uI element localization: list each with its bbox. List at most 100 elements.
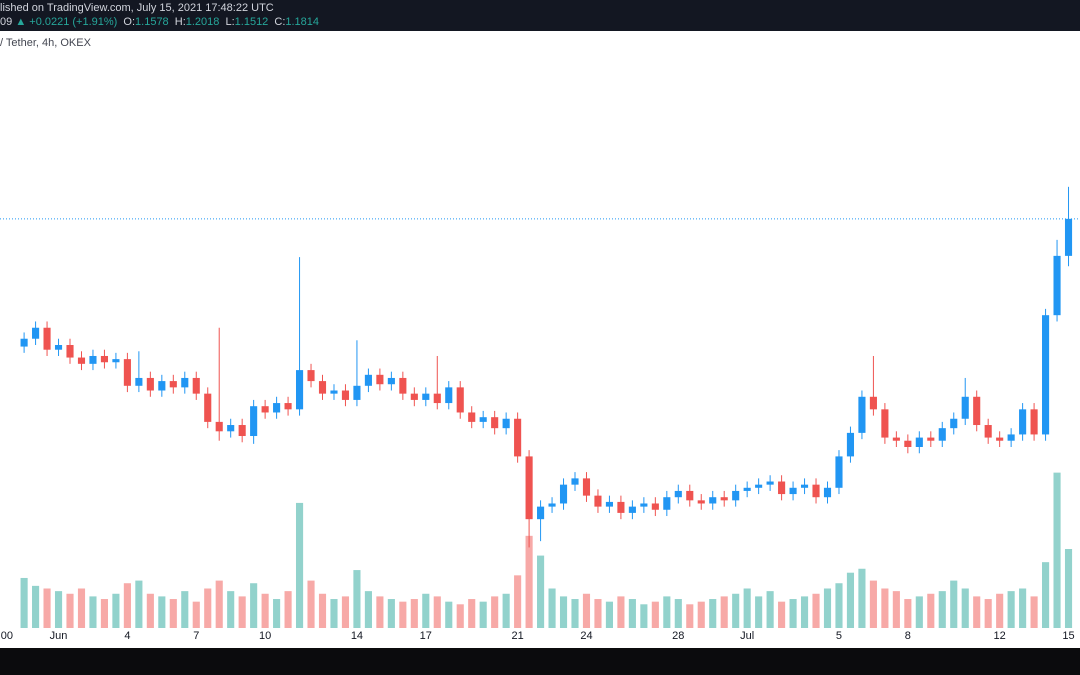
volume-bar	[456, 604, 464, 628]
volume-bar	[1053, 472, 1061, 628]
candle-body	[227, 425, 235, 432]
volume-bar	[307, 580, 315, 628]
candle-body	[123, 359, 131, 386]
volume-bar	[123, 583, 131, 628]
candle-body	[800, 484, 809, 488]
volume-bar	[537, 555, 545, 628]
volume-bar	[192, 601, 200, 628]
candle-body	[663, 497, 671, 510]
candle-body	[295, 370, 304, 410]
bottom-bar	[0, 648, 1080, 675]
volume-bar	[1030, 596, 1038, 628]
volume-bar	[514, 575, 522, 628]
volume-bar	[559, 596, 568, 628]
volume-bar	[996, 593, 1004, 628]
volume-bar	[766, 591, 774, 628]
volume-bar	[950, 580, 958, 628]
volume-bar	[146, 593, 154, 628]
candle-body	[192, 377, 200, 394]
volume-bar	[1042, 562, 1050, 628]
ohlc-value: 1.1578	[135, 16, 169, 28]
candle-body	[1030, 409, 1038, 435]
volume-bar	[32, 585, 40, 628]
candle-body	[307, 370, 315, 382]
candle-body	[996, 437, 1004, 441]
chart-title: / Tether, 4h, OKEX	[0, 37, 92, 49]
volume-bar	[628, 599, 636, 628]
volume-bar	[273, 599, 281, 628]
candle-body	[697, 500, 705, 504]
volume-bar	[984, 599, 992, 628]
candle-body	[238, 425, 246, 437]
candle-body	[1007, 434, 1015, 441]
candle-body	[204, 393, 212, 422]
x-tick-label: 7	[193, 630, 199, 642]
candle-body	[525, 456, 533, 520]
candle-body	[422, 393, 430, 400]
volume-bar	[743, 588, 751, 628]
volume-bar	[892, 591, 900, 628]
candle-body	[410, 393, 418, 400]
volume-bar	[250, 583, 258, 628]
volume-bar	[261, 593, 269, 628]
x-tick-label: 15	[1062, 630, 1074, 642]
candle-body	[250, 406, 258, 437]
volume-bar	[617, 596, 625, 628]
volume-bar	[135, 580, 143, 628]
candle-body	[330, 390, 338, 394]
volume-bar	[640, 604, 648, 628]
volume-bar	[238, 596, 246, 628]
volume-bar	[77, 588, 86, 628]
volume-bar	[295, 502, 304, 628]
volume-bar	[66, 593, 74, 628]
candle-body	[571, 478, 579, 485]
candle-body	[261, 406, 269, 413]
candle-body	[433, 393, 441, 404]
volume-bar	[169, 599, 177, 628]
volume-bar	[663, 596, 671, 628]
volume-bar	[341, 596, 350, 628]
volume-bar	[445, 601, 453, 628]
candle-body	[904, 440, 912, 447]
volume-bar	[686, 604, 694, 628]
candle-body	[812, 484, 820, 498]
volume-bar	[284, 591, 292, 628]
candle-body	[353, 385, 361, 400]
volume-bar	[387, 599, 395, 628]
candle-body	[973, 396, 981, 426]
volume-bar	[468, 599, 476, 628]
candle-body	[1019, 409, 1027, 435]
volume-bar	[789, 599, 797, 628]
x-tick-label: 24	[580, 630, 592, 642]
volume-bar	[422, 593, 430, 628]
x-tick-label: 00	[1, 630, 13, 642]
x-tick-label: 14	[351, 630, 363, 642]
candle-body	[755, 484, 763, 488]
candle-body	[112, 359, 120, 363]
header-bar: lished on TradingView.com, July 15, 2021…	[0, 0, 1080, 31]
candle-body	[548, 503, 556, 507]
x-tick-label: 17	[420, 630, 432, 642]
candle-body	[766, 481, 774, 485]
candle-body	[514, 418, 522, 457]
change: +0.0221 (+1.91%)	[29, 16, 118, 28]
candle-body	[54, 345, 63, 350]
volume-bar	[112, 593, 120, 628]
candle-body	[468, 412, 476, 422]
volume-bar	[823, 588, 832, 628]
candle-body	[20, 338, 28, 347]
ohlc-label: H:	[174, 16, 186, 28]
volume-bar	[812, 593, 820, 628]
candle-body	[709, 497, 717, 504]
volume-bar	[525, 535, 533, 628]
volume-bar	[399, 601, 407, 628]
candle-body	[135, 377, 143, 386]
volume-bar	[927, 593, 935, 628]
candle-body	[273, 403, 281, 413]
volume-bar	[100, 599, 108, 628]
volume-bar	[755, 596, 763, 628]
candle-body	[938, 428, 946, 441]
candle-body	[66, 345, 74, 358]
volume-bar	[330, 599, 338, 628]
candle-body	[789, 487, 797, 495]
